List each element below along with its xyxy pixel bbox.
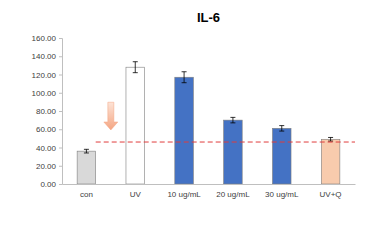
x-tick: UV [130, 184, 142, 199]
bar [224, 120, 243, 184]
x-tick: 10 ug/mL [167, 184, 201, 199]
error-cap [182, 82, 187, 83]
error-cap [230, 117, 235, 118]
y-tick: 120.00 [32, 71, 62, 80]
y-axis-line [59, 39, 63, 185]
y-tick-mark [59, 184, 62, 185]
error-cap [84, 149, 89, 150]
y-tick-mark [59, 56, 62, 57]
x-tick-label: 10 ug/mL [167, 190, 201, 199]
error-bar [84, 149, 89, 153]
y-tick-label: 120.00 [32, 71, 57, 80]
bar [126, 67, 145, 184]
error-bar [182, 72, 187, 83]
y-tick-label: 140.00 [32, 52, 57, 61]
title: IL-6 [197, 10, 220, 25]
error-cap [279, 131, 284, 132]
y-tick-label: 0.00 [40, 180, 56, 189]
y-tick-mark [59, 75, 62, 76]
x-tick-label: con [80, 190, 93, 199]
error-stem [330, 137, 331, 141]
y-tick-mark [59, 166, 62, 167]
error-cap [279, 125, 284, 126]
y-tick-label: 80.00 [36, 107, 57, 116]
x-tick-label: UV [130, 190, 142, 199]
x-tick-label: 30 ug/mL [265, 190, 299, 199]
y-tick-mark [59, 129, 62, 130]
y-tick-label: 20.00 [36, 162, 57, 171]
y-tick-label: 40.00 [36, 144, 57, 153]
error-bar [328, 137, 333, 141]
bar [175, 77, 194, 184]
error-stem [232, 117, 233, 122]
error-cap [133, 61, 138, 62]
y-tick: 20.00 [36, 162, 62, 171]
x-tick: UV+Q [320, 184, 342, 199]
error-cap [328, 137, 333, 138]
plot: 0.00 20.00 40.00 60.00 80.00 100.00 120.00 140.… [32, 34, 356, 199]
marks [77, 62, 355, 184]
y-tick-mark [59, 38, 62, 39]
error-cap [328, 141, 333, 142]
bar [272, 128, 291, 184]
error-bar [230, 117, 235, 122]
arrow [104, 102, 118, 130]
error-stem [135, 62, 136, 73]
error-cap [230, 122, 235, 123]
error-stem [86, 149, 87, 153]
error-stem [281, 126, 282, 131]
x-axis: con UV 10 ug/mL 20 ug/mL 30 ug/mL UV+Q [63, 184, 356, 199]
reference-line [96, 142, 355, 143]
error-cap [182, 71, 187, 72]
y-tick-label: 160.00 [32, 34, 57, 43]
y-tick: 0.00 [40, 180, 62, 189]
y-tick-mark [59, 93, 62, 94]
y-tick: 140.00 [32, 52, 62, 61]
error-cap [84, 152, 89, 153]
x-tick: 30 ug/mL [265, 184, 299, 199]
y-tick-mark [59, 111, 62, 112]
error-stem [184, 72, 185, 83]
y-tick: 100.00 [32, 89, 62, 98]
y-tick-mark [59, 148, 62, 149]
y-tick: 160.00 [32, 34, 62, 43]
bar [77, 151, 96, 184]
y-tick-label: 100.00 [32, 89, 57, 98]
y-tick-label: 60.00 [36, 125, 57, 134]
y-tick: 60.00 [36, 125, 62, 134]
x-tick: 20 ug/mL [216, 184, 250, 199]
x-axis-line [63, 184, 356, 185]
y-axis: 0.00 20.00 40.00 60.00 80.00 100.00 120.00 140.… [32, 34, 63, 189]
chart: 0.00 20.00 40.00 60.00 80.00 100.00 120.00 140.… [0, 0, 369, 238]
error-bar [133, 62, 138, 73]
y-tick: 80.00 [36, 107, 62, 116]
error-cap [133, 72, 138, 73]
error-bar [279, 126, 284, 131]
x-tick-label: 20 ug/mL [216, 190, 250, 199]
y-tick: 40.00 [36, 144, 62, 153]
x-tick-label: UV+Q [320, 190, 342, 199]
bar [321, 139, 340, 184]
x-tick: con [80, 184, 93, 199]
